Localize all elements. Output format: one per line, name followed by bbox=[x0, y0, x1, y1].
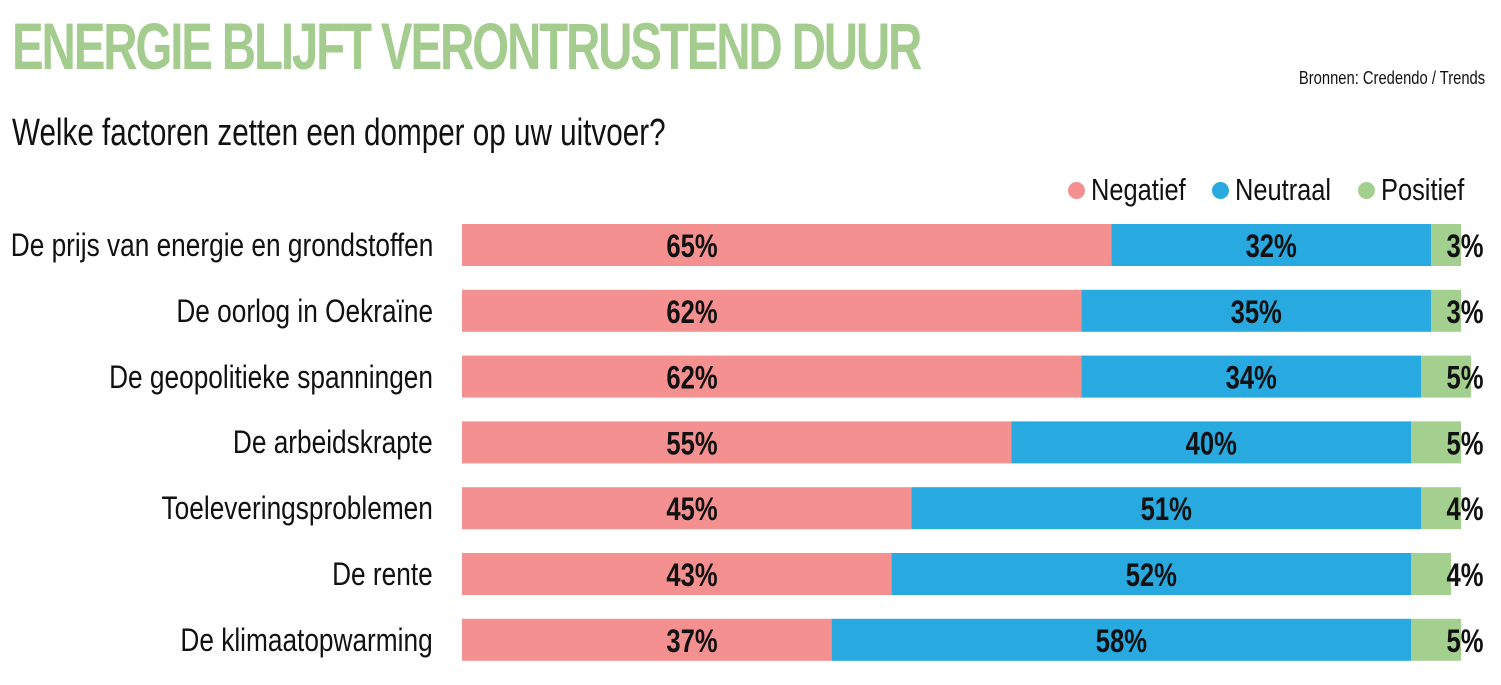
bar-negatief-5 bbox=[462, 487, 912, 530]
bar-neutraal-2 bbox=[1081, 289, 1432, 332]
bar-neutraal-3 bbox=[1081, 355, 1422, 398]
value-label-negatief-5: 45% bbox=[666, 493, 717, 528]
value-label-positief-4: 5% bbox=[1447, 427, 1484, 462]
category-label-de-prijs-van-energie-en-grondstoffen: De prijs van energie en grondstoffen bbox=[10, 227, 433, 263]
bar-negatief-1 bbox=[462, 224, 1112, 266]
chart-subtitle: Welke factoren zetten een domper op uw u… bbox=[12, 112, 666, 154]
legend-item-neutraal: Neutraal bbox=[1212, 172, 1334, 208]
source-note: Bronnen: Credendo / Trends bbox=[1298, 68, 1485, 88]
bar-negatief-4 bbox=[462, 421, 1012, 464]
legend-label-positief: Positief bbox=[1381, 172, 1465, 207]
value-label-neutraal-1: 32% bbox=[1246, 229, 1297, 264]
value-label-neutraal-3: 34% bbox=[1226, 361, 1277, 396]
bar-neutraal-4 bbox=[1011, 421, 1412, 464]
value-label-negatief-3: 62% bbox=[666, 361, 717, 396]
value-label-neutraal-7: 58% bbox=[1096, 624, 1147, 659]
value-label-neutraal-2: 35% bbox=[1231, 295, 1282, 330]
legend: Negatief Neutraal Positief bbox=[1067, 172, 1465, 208]
value-label-positief-5: 4% bbox=[1447, 493, 1484, 528]
value-label-negatief-4: 55% bbox=[666, 427, 717, 462]
legend-dot-positief bbox=[1358, 181, 1376, 199]
value-label-negatief-6: 43% bbox=[666, 558, 717, 593]
value-label-negatief-2: 62% bbox=[666, 295, 717, 330]
value-label-positief-3: 5% bbox=[1447, 361, 1484, 396]
category-label-de-klimaatopwarming: De klimaatopwarming bbox=[180, 621, 433, 658]
value-label-neutraal-5: 51% bbox=[1141, 493, 1192, 528]
value-label-negatief-7: 37% bbox=[666, 624, 717, 659]
value-label-positief-2: 3% bbox=[1447, 295, 1484, 330]
legend-item-negatief: Negatief bbox=[1067, 172, 1188, 208]
bar-positief-1 bbox=[1431, 224, 1461, 266]
bar-negatief-2 bbox=[462, 289, 1082, 332]
value-label-neutraal-4: 40% bbox=[1186, 427, 1237, 462]
bar-negatief-3 bbox=[462, 355, 1082, 398]
legend-label-neutraal: Neutraal bbox=[1235, 172, 1332, 207]
value-label-positief-7: 5% bbox=[1447, 624, 1484, 659]
chart-title: ENERGIE BLIJFT VERONTRUSTEND DUUR bbox=[12, 9, 922, 83]
value-label-negatief-1: 65% bbox=[666, 229, 717, 264]
value-label-positief-1: 3% bbox=[1447, 229, 1484, 264]
category-label-de-geopolitieke-spanningen: De geopolitieke spanningen bbox=[109, 358, 433, 395]
bar-negatief-6 bbox=[462, 553, 892, 595]
bar-positief-3 bbox=[1421, 355, 1471, 398]
bar-positief-4 bbox=[1411, 421, 1461, 464]
bar-neutraal-6 bbox=[891, 553, 1412, 595]
bar-negatief-7 bbox=[462, 618, 832, 661]
bar-neutraal-5 bbox=[911, 487, 1422, 530]
legend-dot-negatief bbox=[1067, 181, 1085, 199]
bar-positief-6 bbox=[1411, 553, 1452, 595]
category-label-de-rente: De rente bbox=[332, 556, 433, 592]
category-label-de-oorlog-in-oekra-ne: De oorlog in Oekraïne bbox=[176, 292, 433, 329]
value-label-positief-6: 4% bbox=[1447, 558, 1484, 593]
legend-item-positief: Positief bbox=[1358, 172, 1465, 208]
value-label-neutraal-6: 52% bbox=[1126, 558, 1177, 593]
bar-positief-7 bbox=[1411, 618, 1461, 661]
category-label-de-arbeidskrapte: De arbeidskrapte bbox=[233, 424, 433, 461]
legend-dot-neutraal bbox=[1212, 181, 1230, 199]
bar-neutraal-7 bbox=[831, 618, 1412, 661]
bar-neutraal-1 bbox=[1111, 224, 1432, 266]
category-label-toeleveringsproblemen: Toeleveringsproblemen bbox=[161, 490, 433, 527]
bar-positief-5 bbox=[1421, 487, 1461, 530]
bar-positief-2 bbox=[1431, 289, 1461, 332]
legend-label-negatief: Negatief bbox=[1090, 172, 1186, 207]
